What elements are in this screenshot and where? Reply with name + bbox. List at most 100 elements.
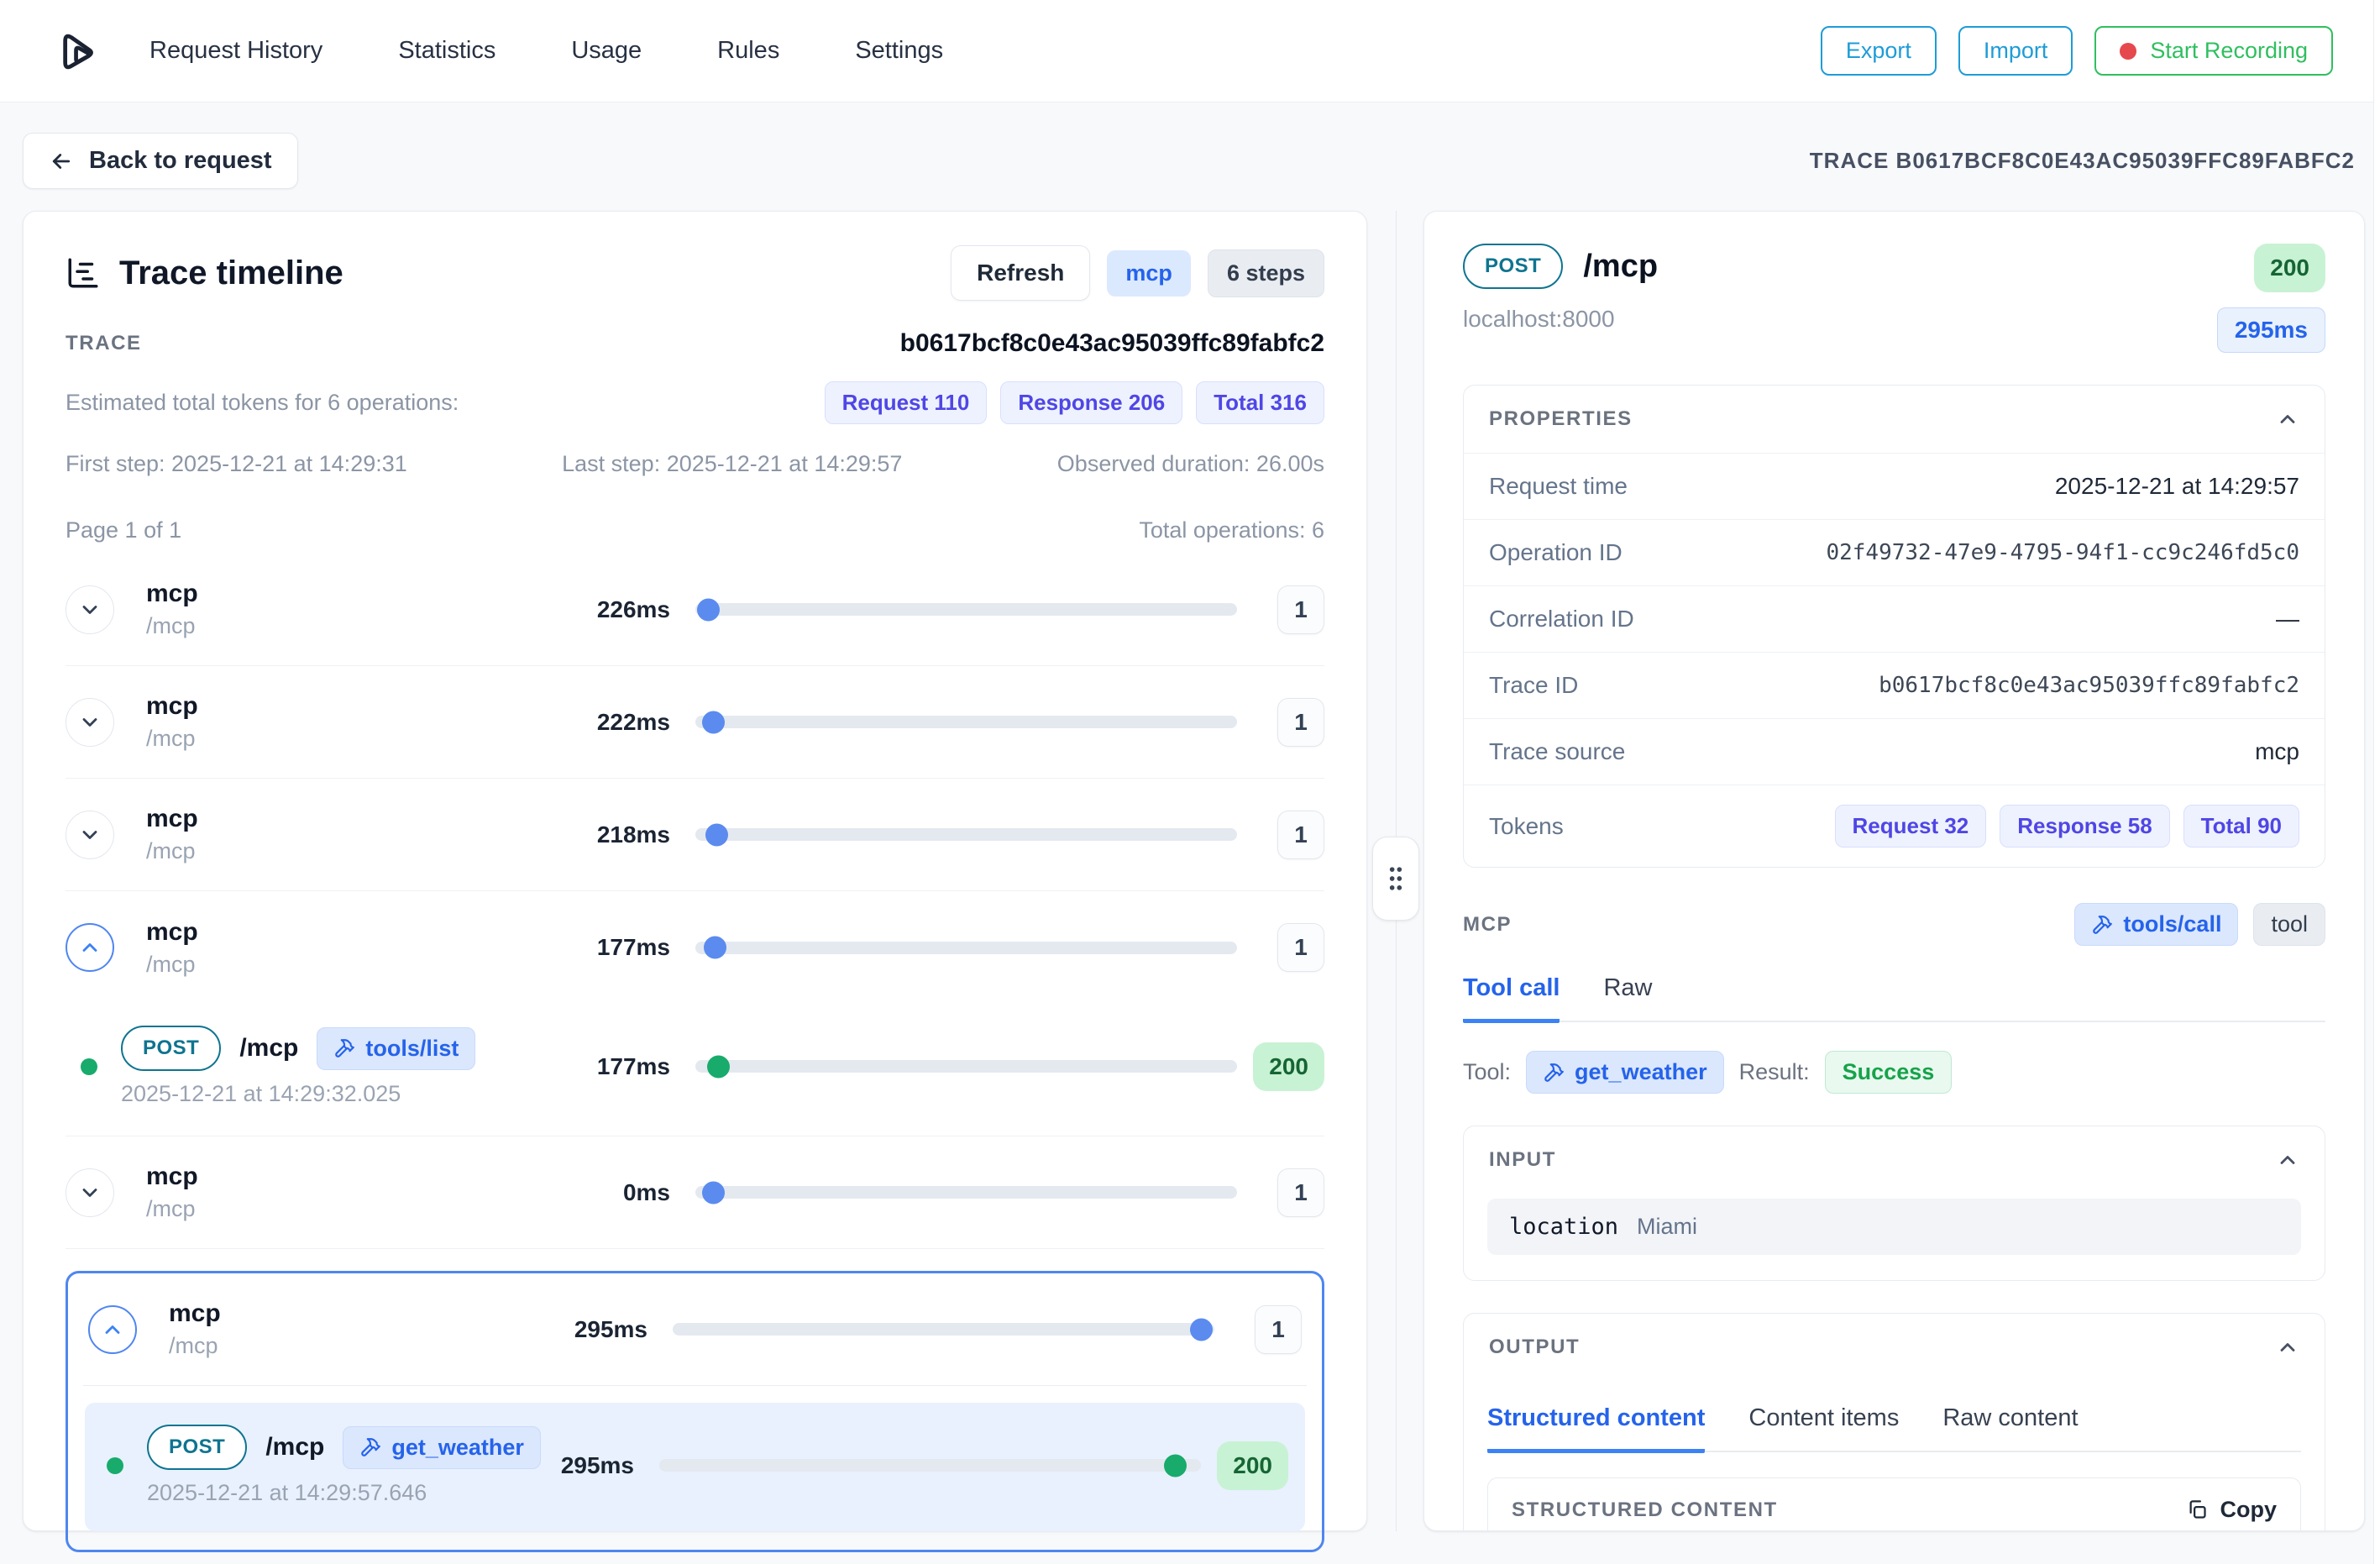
tool-badge[interactable]: tools/list	[317, 1026, 476, 1070]
resize-drag-handle[interactable]	[1371, 837, 1419, 921]
nav-menu: Request History Statistics Usage Rules S…	[149, 37, 943, 65]
request-path: /mcp	[239, 1034, 299, 1062]
chevron-up-icon[interactable]	[2276, 1148, 2299, 1172]
operation-path: /mcp	[146, 838, 196, 863]
request-tokens-badge: Request 32	[1834, 805, 1987, 848]
selected-operation-group: mcp/mcp 295ms 1 POST /mcp get_weather	[66, 1271, 1324, 1552]
output-tabs: Structured content Content items Raw con…	[1487, 1404, 2301, 1453]
scrollbar-gutter[interactable]	[2373, 0, 2380, 1564]
back-label: Back to request	[89, 147, 272, 174]
tool-badge[interactable]: get_weather	[343, 1425, 541, 1469]
input-title: INPUT	[1489, 1148, 1556, 1171]
nav-item-usage[interactable]: Usage	[571, 37, 642, 64]
operation-row-expanded[interactable]: mcp/mcp 295ms 1	[83, 1273, 1307, 1386]
import-label: Import	[1983, 38, 2048, 63]
property-label: Tokens	[1489, 812, 1564, 839]
input-value: Miami	[1637, 1214, 1698, 1239]
property-value: 2025-12-21 at 14:29:57	[2054, 473, 2299, 499]
total-operations-label: Total operations: 6	[1139, 517, 1324, 543]
hammer-icon	[2091, 914, 2113, 936]
tab-raw[interactable]: Raw	[1603, 974, 1653, 1001]
timing-dot	[1164, 1454, 1187, 1477]
collapse-button[interactable]	[88, 1304, 137, 1354]
back-to-request-button[interactable]: Back to request	[23, 133, 298, 189]
operation-path: /mcp	[146, 613, 196, 638]
property-label: Operation ID	[1489, 539, 1622, 565]
tab-raw-content[interactable]: Raw content	[1942, 1404, 2079, 1431]
request-duration: 295ms	[560, 1451, 634, 1478]
result-label: Result:	[1738, 1059, 1810, 1084]
tab-tool-call[interactable]: Tool call	[1463, 974, 1560, 1023]
nav-item-settings[interactable]: Settings	[855, 37, 944, 64]
timing-dot	[704, 936, 726, 959]
input-section-header[interactable]: INPUT	[1464, 1126, 2325, 1194]
nav-item-rules[interactable]: Rules	[717, 37, 780, 64]
property-label: Trace source	[1489, 738, 1626, 764]
tool-name-badge[interactable]: get_weather	[1526, 1051, 1724, 1094]
expand-button[interactable]	[66, 585, 114, 634]
properties-title: PROPERTIES	[1489, 407, 1633, 430]
refresh-button[interactable]: Refresh	[951, 245, 1091, 301]
operation-name: mcp	[146, 580, 198, 607]
operation-row[interactable]: mcp/mcp 226ms 1	[66, 554, 1324, 666]
operation-path: /mcp	[146, 951, 196, 977]
total-tokens-badge: Total 316	[1196, 381, 1324, 424]
expand-button[interactable]	[66, 697, 114, 747]
timing-dot	[1190, 1318, 1213, 1341]
timing-dot	[702, 1181, 725, 1204]
output-section: OUTPUT Structured content Content items …	[1463, 1313, 2325, 1530]
nav-item-statistics[interactable]: Statistics	[398, 37, 496, 64]
timing-bar	[695, 823, 1237, 846]
properties-section-header[interactable]: PROPERTIES	[1464, 386, 2325, 453]
app-logo-icon[interactable]	[47, 24, 102, 79]
arrow-left-icon	[49, 149, 74, 174]
request-tokens-badge: Request 110	[824, 381, 988, 424]
chevron-down-icon	[78, 823, 102, 847]
input-kv-row: location Miami	[1487, 1199, 2301, 1255]
trace-timeline-panel: Trace timeline Refresh mcp 6 steps TRACE…	[23, 211, 1367, 1552]
operation-row-expanded[interactable]: mcp/mcp 177ms 1	[66, 891, 1324, 1004]
mcp-type-badge: tool	[2253, 903, 2325, 946]
chevron-down-icon	[78, 598, 102, 622]
expand-button[interactable]	[66, 810, 114, 859]
export-button[interactable]: Export	[1820, 26, 1937, 76]
chevron-up-icon[interactable]	[2276, 1336, 2299, 1359]
start-recording-button[interactable]: Start Recording	[2094, 26, 2333, 76]
mcp-tabs: Tool call Raw	[1463, 974, 2325, 1023]
operation-row[interactable]: mcp/mcp 218ms 1	[66, 779, 1324, 891]
property-row: Trace ID b0617bcf8c0e43ac95039ffc89fabfc…	[1464, 652, 2325, 718]
operation-row[interactable]: mcp/mcp 222ms 1	[66, 666, 1324, 779]
chevron-up-icon[interactable]	[2276, 407, 2299, 431]
selected-request-step-row[interactable]: POST /mcp get_weather 2025-12-21 at 14:2…	[85, 1403, 1305, 1531]
operation-count-badge: 1	[1277, 810, 1324, 859]
timing-bar	[695, 711, 1237, 733]
property-value: b0617bcf8c0e43ac95039ffc89fabfc2	[1879, 673, 2299, 698]
collapse-button[interactable]	[66, 923, 114, 972]
output-section-header[interactable]: OUTPUT	[1464, 1314, 2325, 1381]
request-path-title: /mcp	[1583, 248, 1659, 284]
tab-content-items[interactable]: Content items	[1748, 1404, 1900, 1431]
success-dot-icon	[81, 1058, 97, 1075]
property-label: Correlation ID	[1489, 606, 1634, 632]
timing-dot	[707, 1055, 730, 1078]
request-step-row[interactable]: POST /mcp tools/list 2025-12-21 at 14:29…	[66, 1004, 1324, 1136]
copy-button[interactable]: Copy	[2186, 1497, 2277, 1523]
trace-id-value: b0617bcf8c0e43ac95039ffc89fabfc2	[899, 329, 1324, 357]
tab-structured-content[interactable]: Structured content	[1487, 1404, 1706, 1453]
property-label: Request time	[1489, 473, 1628, 499]
last-step-label: Last step: 2025-12-21 at 14:29:57	[562, 451, 903, 476]
operation-name: mcp	[146, 805, 198, 832]
expand-button[interactable]	[66, 1168, 114, 1217]
observed-duration-label: Observed duration: 26.00s	[1056, 451, 1324, 476]
nav-item-request-history[interactable]: Request History	[149, 37, 323, 64]
method-badge: POST	[147, 1425, 248, 1470]
operation-name: mcp	[146, 692, 198, 720]
operation-count-badge: 1	[1277, 923, 1324, 972]
page-indicator: Page 1 of 1	[66, 517, 182, 543]
operation-duration: 226ms	[596, 596, 670, 622]
timing-bar	[695, 1055, 1237, 1078]
timing-bar	[673, 1318, 1214, 1341]
import-button[interactable]: Import	[1958, 26, 2073, 76]
operation-duration: 177ms	[596, 934, 670, 960]
operation-row[interactable]: mcp/mcp 0ms 1	[66, 1136, 1324, 1249]
